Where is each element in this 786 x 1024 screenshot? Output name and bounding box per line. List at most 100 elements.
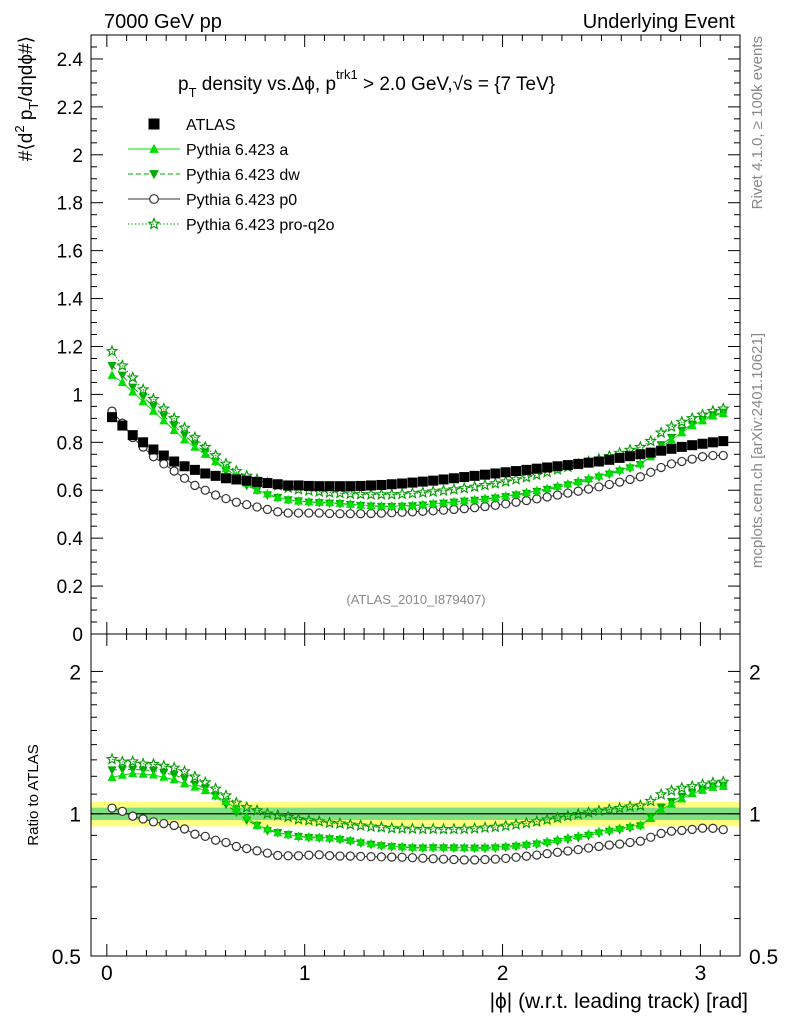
data-point-pythia-6-423-p0 <box>635 472 646 482</box>
data-point-pythia-6-423-a <box>449 496 459 506</box>
data-point-pythia-6-423-a <box>428 498 438 508</box>
ratio-point-pythia-6-423-p0 <box>138 814 148 824</box>
y-tick-label: 0.2 <box>57 577 83 598</box>
ratio-point-pythia-6-423-p0 <box>179 824 190 834</box>
ylabel-e: /dηdϕ#⟩ <box>16 36 37 102</box>
header-right: Underlying Event <box>583 11 736 33</box>
data-point-pythia-6-423-pro-q2o <box>157 402 171 415</box>
ratio-x-axis: 0 1 2 3 <box>101 634 721 985</box>
ratio-point-pythia-6-423-p0 <box>625 837 635 848</box>
y-tick-label: 0 <box>72 625 83 646</box>
data-point-pythia-6-423-p0 <box>210 490 221 500</box>
data-point-pythia-6-423-p0 <box>356 509 366 519</box>
ratio-point-pythia-6-423-a <box>584 828 594 838</box>
data-point-atlas <box>614 452 625 463</box>
data-point-pythia-6-423-pro-q2o <box>333 486 347 499</box>
y-tick-label: 1.4 <box>57 290 84 311</box>
data-point-pythia-6-423-a <box>563 478 573 488</box>
data-point-atlas <box>324 481 335 492</box>
data-point-pythia-6-423-a <box>128 387 138 396</box>
ratio-panel: 0.5 0.5 1 1 2 2 0 1 2 3 Ratio to ATLAS |ϕ| (w.r.… <box>25 633 778 1013</box>
data-point-pythia-6-423-pro-q2o <box>478 478 492 491</box>
ratio-point-pythia-6-423-p0 <box>283 851 293 861</box>
ratio-point-pythia-6-423-a <box>169 774 179 784</box>
main-y-axis: 0 0.2 0.4 0.6 0.8 1 1.2 1.4 1.6 1.8 2 2.2 2.4 <box>57 34 740 646</box>
ratio-point-pythia-6-423-pro-q2o <box>333 816 347 829</box>
ratio-point-pythia-6-423-a <box>687 788 697 797</box>
ratio-point-pythia-6-423-pro-q2o <box>385 821 399 834</box>
ratio-point-pythia-6-423-p0 <box>293 851 304 861</box>
y-tick-label: 0.4 <box>57 529 84 550</box>
data-point-pythia-6-423-pro-q2o <box>385 487 399 500</box>
data-point-pythia-6-423-pro-q2o <box>126 370 140 384</box>
ratio-point-pythia-6-423-a <box>242 811 252 821</box>
ratio-point-pythia-6-423-a <box>128 768 138 778</box>
data-point-pythia-6-423-pro-q2o <box>364 487 378 500</box>
ratio-point-pythia-6-423-pro-q2o <box>551 811 564 824</box>
ratio-point-pythia-6-423-pro-q2o <box>323 816 336 829</box>
data-point-pythia-6-423-p0 <box>283 508 293 518</box>
ratio-point-pythia-6-423-a <box>480 842 490 851</box>
ratio-point-pythia-6-423-a <box>366 838 376 848</box>
ratio-point-pythia-6-423-a <box>553 834 563 844</box>
data-point-pythia-6-423-a <box>584 473 594 483</box>
ratio-point-pythia-6-423-a <box>573 831 583 840</box>
ratio-point-pythia-6-423-p0 <box>552 847 563 857</box>
data-point-atlas <box>272 479 283 490</box>
ratio-point-pythia-6-423-a <box>521 839 531 848</box>
data-point-pythia-6-423-a <box>314 497 324 506</box>
data-point-pythia-6-423-p0 <box>273 507 283 517</box>
ratio-point-pythia-6-423-pro-q2o <box>312 814 326 827</box>
plot-title: pT density vs.Δϕ, ptrk1 > 2.0 GeV,√s = {… <box>178 67 555 100</box>
ratio-point-pythia-6-423-p0 <box>324 850 335 861</box>
ratio-point-pythia-6-423-pro-q2o <box>665 783 678 797</box>
data-point-pythia-6-423-p0 <box>594 482 604 492</box>
main-x-axis <box>106 35 721 634</box>
data-point-atlas <box>148 444 159 455</box>
ratio-point-pythia-6-423-pro-q2o <box>582 805 595 818</box>
data-point-pythia-6-423-p0 <box>200 485 210 495</box>
ratio-point-pythia-6-423-a <box>397 841 407 851</box>
title-density: density vs.Δϕ, p <box>197 74 337 95</box>
ratio-point-pythia-6-423-a <box>646 813 656 822</box>
ratio-point-pythia-6-423-a <box>294 831 304 841</box>
ratio-point-pythia-6-423-a <box>677 793 687 803</box>
data-point-pythia-6-423-a <box>615 464 625 474</box>
ratio-point-pythia-6-423-dw <box>117 765 127 775</box>
ratio-point-pythia-6-423-a <box>200 785 210 795</box>
ratio-point-pythia-6-423-a <box>283 829 293 839</box>
ratio-point-pythia-6-423-p0 <box>159 818 169 829</box>
ratio-point-pythia-6-423-p0 <box>117 806 128 817</box>
ratio-point-pythia-6-423-pro-q2o <box>178 764 191 777</box>
data-point-atlas <box>417 476 428 487</box>
data-point-pythia-6-423-pro-q2o <box>468 480 481 493</box>
ratio-point-pythia-6-423-p0 <box>459 855 469 865</box>
ratio-point-pythia-6-423-a <box>439 842 449 851</box>
data-point-pythia-6-423-a <box>397 500 407 510</box>
data-point-pythia-6-423-a <box>117 377 127 387</box>
data-point-pythia-6-423-p0 <box>677 456 687 467</box>
data-point-pythia-6-423-pro-q2o <box>447 482 461 495</box>
ratio-point-pythia-6-423-a <box>532 838 542 847</box>
data-point-pythia-6-423-p0 <box>604 479 614 490</box>
ratio-point-pythia-6-423-a <box>604 824 614 834</box>
ratio-point-pythia-6-423-pro-q2o <box>478 821 492 834</box>
data-point-pythia-6-423-pro-q2o <box>178 421 191 434</box>
data-point-pythia-6-423-a <box>345 499 355 508</box>
title-sup-trk1: trk1 <box>336 67 358 82</box>
y-tick-label: 0.8 <box>57 433 83 454</box>
data-point-pythia-6-423-a <box>262 488 272 498</box>
ratio-y-axis-label: Ratio to ATLAS <box>25 744 42 845</box>
data-point-atlas <box>583 457 594 468</box>
ratio-point-pythia-6-423-pro-q2o <box>240 800 254 813</box>
data-point-atlas <box>293 480 304 491</box>
data-point-atlas <box>117 420 128 431</box>
ratio-line-pythia-6-423-pro-q2o <box>111 758 724 830</box>
series-line-pythia-6-423-dw <box>111 365 724 507</box>
ratio-point-pythia-6-423-pro-q2o <box>395 821 409 835</box>
ratio-point-pythia-6-423-pro-q2o <box>571 807 585 820</box>
data-point-atlas <box>552 461 563 472</box>
data-point-pythia-6-423-pro-q2o <box>136 382 150 396</box>
mcplots-label: mcplots.cern.ch [arXiv:2401.10621] <box>749 333 766 568</box>
ratio-point-pythia-6-423-p0 <box>262 848 273 858</box>
